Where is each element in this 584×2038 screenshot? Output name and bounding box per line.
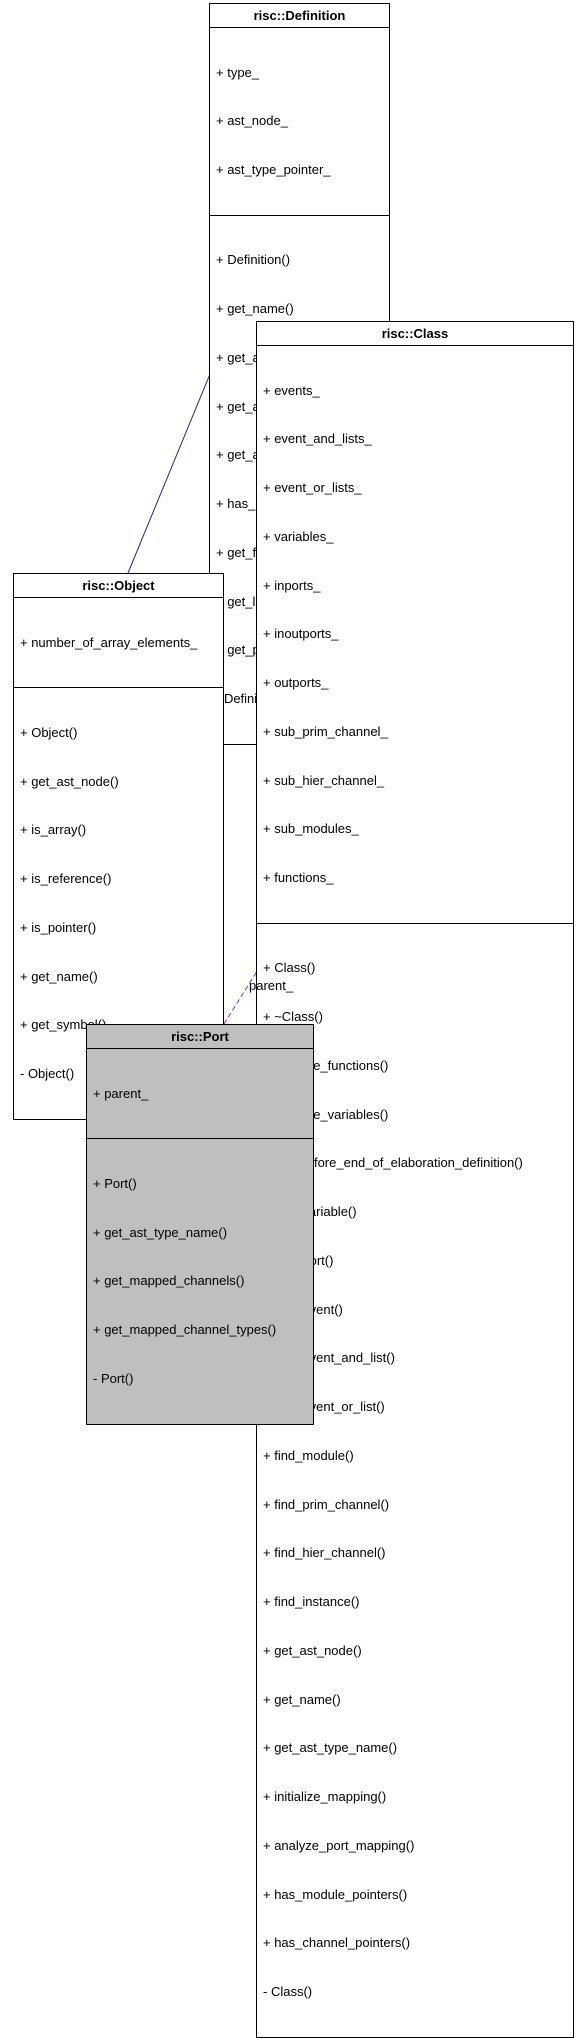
op: + has_module_pointers() bbox=[263, 1887, 567, 1903]
attr: + functions_ bbox=[263, 870, 567, 886]
edge-label-parent: parent_ bbox=[249, 978, 293, 993]
attr: + ast_node_ bbox=[216, 113, 383, 129]
op: + get_ast_type_name() bbox=[263, 1740, 567, 1756]
op: + Object() bbox=[20, 725, 217, 741]
op: + get_ast_node() bbox=[263, 1643, 567, 1659]
class-attrs: + events_ + event_and_lists_ + event_or_… bbox=[257, 346, 573, 924]
class-attrs: + type_ + ast_node_ + ast_type_pointer_ bbox=[210, 28, 389, 216]
attr: + inports_ bbox=[263, 578, 567, 594]
class-attrs: + number_of_array_elements_ bbox=[14, 598, 223, 688]
op: + get_ast_node() bbox=[20, 774, 217, 790]
op: + is_pointer() bbox=[20, 920, 217, 936]
attr: + sub_modules_ bbox=[263, 821, 567, 837]
attr: + ast_type_pointer_ bbox=[216, 162, 383, 178]
op: + find_instance() bbox=[263, 1594, 567, 1610]
op: + is_reference() bbox=[20, 871, 217, 887]
op: + analyze_port_mapping() bbox=[263, 1838, 567, 1854]
attr: + events_ bbox=[263, 383, 567, 399]
op: - Class() bbox=[263, 1984, 567, 2000]
attr: + event_and_lists_ bbox=[263, 431, 567, 447]
attr: + number_of_array_elements_ bbox=[20, 635, 217, 651]
attr: + parent_ bbox=[93, 1086, 307, 1102]
op: + find_prim_channel() bbox=[263, 1497, 567, 1513]
op: + is_array() bbox=[20, 822, 217, 838]
op: + get_mapped_channel_types() bbox=[93, 1322, 307, 1338]
op: + get_ast_type_name() bbox=[93, 1225, 307, 1241]
class-ops: + Port() + get_ast_type_name() + get_map… bbox=[87, 1139, 313, 1423]
op: + ~Class() bbox=[263, 1009, 567, 1025]
op: - Port() bbox=[93, 1371, 307, 1387]
op: + find_hier_channel() bbox=[263, 1545, 567, 1561]
op: + has_channel_pointers() bbox=[263, 1935, 567, 1951]
op: + get_name() bbox=[263, 1692, 567, 1708]
op: + get_name() bbox=[216, 301, 383, 317]
op: + initialize_mapping() bbox=[263, 1789, 567, 1805]
attr: + outports_ bbox=[263, 675, 567, 691]
op: + get_mapped_channels() bbox=[93, 1273, 307, 1289]
op: + find_module() bbox=[263, 1448, 567, 1464]
op: + Class() bbox=[263, 960, 567, 976]
class-title: risc::Definition bbox=[210, 4, 389, 28]
op: + get_name() bbox=[20, 969, 217, 985]
attr: + variables_ bbox=[263, 529, 567, 545]
attr: + event_or_lists_ bbox=[263, 480, 567, 496]
class-title: risc::Object bbox=[14, 574, 223, 598]
attr: + type_ bbox=[216, 65, 383, 81]
op: + Definition() bbox=[216, 252, 383, 268]
class-title: risc::Class bbox=[257, 322, 573, 346]
attr: + sub_hier_channel_ bbox=[263, 773, 567, 789]
class-attrs: + parent_ bbox=[87, 1049, 313, 1139]
attr: + inoutports_ bbox=[263, 626, 567, 642]
attr: + sub_prim_channel_ bbox=[263, 724, 567, 740]
class-port[interactable]: risc::Port + parent_ + Port() + get_ast_… bbox=[86, 1024, 314, 1425]
class-title: risc::Port bbox=[87, 1025, 313, 1049]
